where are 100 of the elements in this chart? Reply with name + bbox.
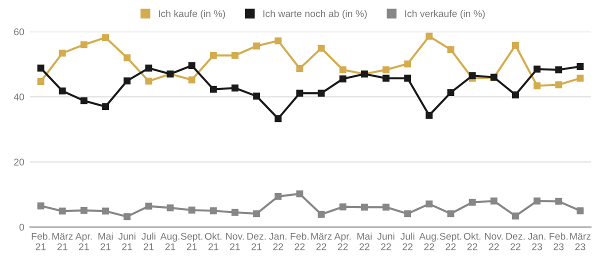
point xyxy=(576,207,584,214)
point xyxy=(210,86,217,93)
point xyxy=(447,46,454,54)
y-tick-label: 40 xyxy=(14,94,24,100)
point xyxy=(58,50,66,57)
point xyxy=(58,87,66,94)
y-tick-label: 20 xyxy=(14,158,24,166)
x-tick-label: März 23 xyxy=(570,232,591,250)
point xyxy=(555,66,562,74)
point xyxy=(404,60,412,68)
point xyxy=(576,74,584,82)
point xyxy=(102,208,109,215)
x-tick-label: Feb. 21 xyxy=(32,232,50,250)
point xyxy=(37,64,44,72)
x-tick-label: Jan. 23 xyxy=(528,232,546,250)
x-tick-label: Aug. 21 xyxy=(160,232,180,250)
point xyxy=(339,66,346,74)
point xyxy=(490,198,498,204)
point xyxy=(145,78,152,85)
x-tick-label: Mai 21 xyxy=(98,232,113,250)
point xyxy=(80,41,88,48)
point xyxy=(318,90,325,97)
x-tick-label: Apr. 22 xyxy=(334,232,351,250)
point xyxy=(382,204,390,211)
x-tick-label: März 21 xyxy=(52,232,73,250)
x-tick-label: Sept. 21 xyxy=(180,232,202,250)
point xyxy=(382,74,390,82)
point xyxy=(188,206,196,214)
point xyxy=(382,66,390,74)
point xyxy=(274,115,282,122)
point xyxy=(447,89,454,96)
x-tick-label: Feb. 23 xyxy=(550,232,568,250)
point xyxy=(124,213,131,220)
point xyxy=(555,81,562,88)
x-tick-label: Juli 22 xyxy=(400,232,414,250)
x-tick-label: Aug. 22 xyxy=(419,232,438,250)
point xyxy=(232,52,238,59)
point xyxy=(426,32,433,40)
point xyxy=(253,92,260,100)
point xyxy=(468,72,476,80)
point xyxy=(232,84,238,92)
point xyxy=(210,52,217,59)
point xyxy=(188,76,196,84)
point xyxy=(145,202,152,210)
point xyxy=(404,210,412,218)
point xyxy=(274,192,282,200)
point xyxy=(253,42,260,50)
x-tick-label: März 22 xyxy=(311,232,332,250)
point xyxy=(296,190,304,198)
point xyxy=(360,204,368,211)
x-tick-label: Juli 21 xyxy=(142,232,156,250)
point xyxy=(296,65,304,72)
point xyxy=(512,91,519,98)
legend-label: Ich kaufe (in %) xyxy=(158,10,225,20)
point xyxy=(166,204,174,212)
x-tick-label: Okt. 21 xyxy=(204,232,222,250)
point xyxy=(339,203,346,210)
point xyxy=(426,200,433,208)
x-tick-label: Nov. 22 xyxy=(485,232,503,250)
x-tick-label: Feb. 22 xyxy=(290,232,309,250)
point xyxy=(253,210,260,218)
point xyxy=(339,75,346,82)
point xyxy=(37,202,44,210)
point xyxy=(512,42,519,49)
point xyxy=(124,54,131,62)
point xyxy=(534,66,541,73)
point xyxy=(576,63,584,70)
x-tick-label: Dez. 21 xyxy=(247,232,266,250)
x-tick-label: Nov. 21 xyxy=(226,232,244,250)
point xyxy=(426,112,433,119)
point xyxy=(534,82,541,90)
y-tick-label: 0 xyxy=(19,224,24,231)
x-tick-label: Juni 22 xyxy=(377,232,394,250)
x-tick-label: Juni 21 xyxy=(118,232,136,250)
point xyxy=(274,37,282,44)
point xyxy=(296,90,304,97)
x-tick-label: Dez. 22 xyxy=(506,232,525,250)
point xyxy=(102,34,109,42)
x-tick-label: Okt. 22 xyxy=(464,232,480,250)
point xyxy=(80,97,88,104)
y-tick-label: 60 xyxy=(14,28,24,36)
x-tick-label: Sept. 22 xyxy=(440,232,462,250)
point xyxy=(318,210,325,218)
legend-label: Ich verkaufe (in %) xyxy=(405,10,485,20)
point xyxy=(37,78,44,85)
point xyxy=(80,206,88,214)
x-tick-label: Jan. 22 xyxy=(269,232,286,250)
point xyxy=(318,44,325,52)
point xyxy=(534,198,541,204)
point xyxy=(188,62,196,70)
point xyxy=(555,198,562,205)
x-tick-label: Mai 22 xyxy=(357,232,372,250)
x-tick-label: Apr. 21 xyxy=(75,232,92,250)
point xyxy=(512,212,519,220)
point xyxy=(210,207,217,214)
point xyxy=(58,208,66,215)
point xyxy=(404,74,412,82)
point xyxy=(145,64,152,72)
point xyxy=(124,77,131,84)
point xyxy=(232,208,238,216)
